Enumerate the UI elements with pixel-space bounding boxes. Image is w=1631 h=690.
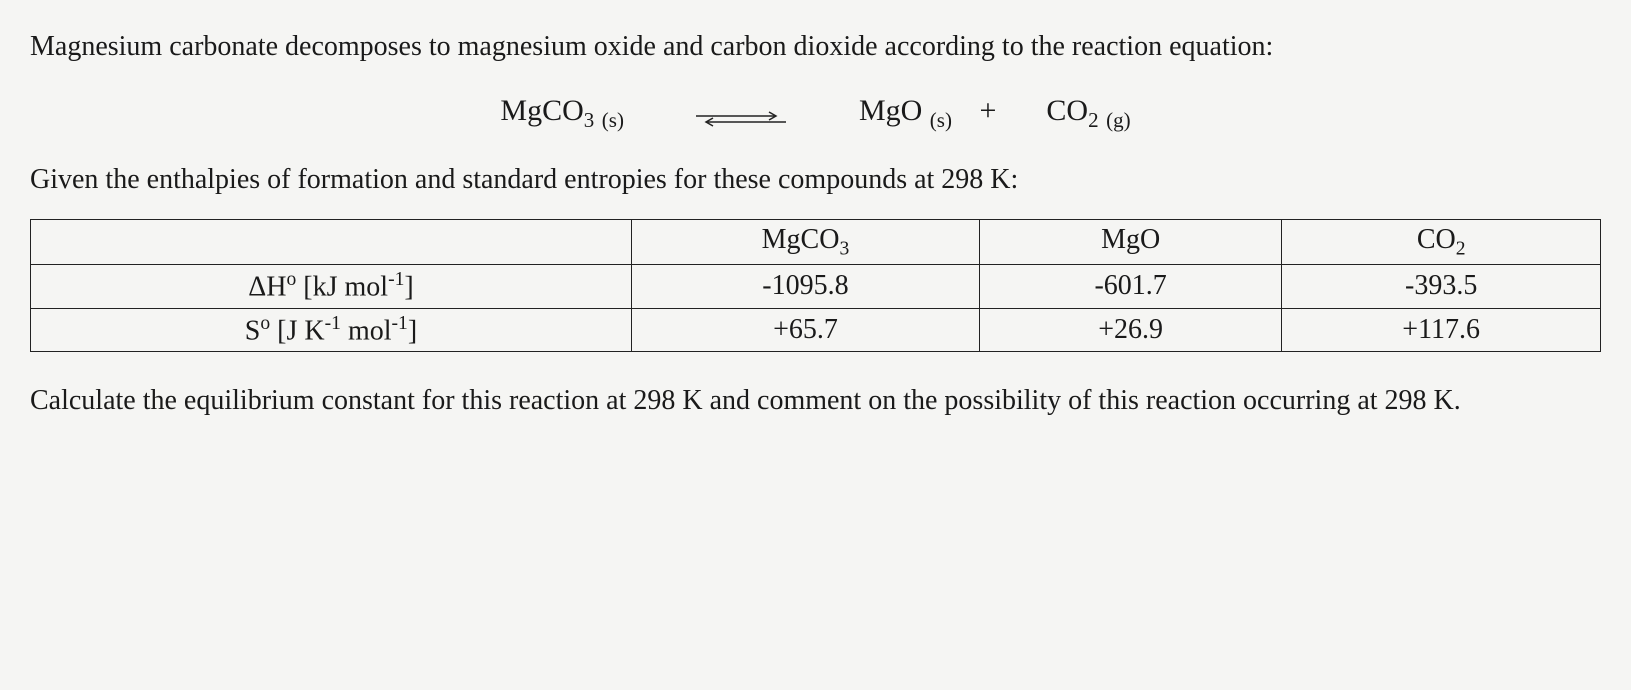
col-header-mgo: MgO xyxy=(979,219,1281,265)
label-tail: ] xyxy=(408,315,417,346)
formula-text: MgCO xyxy=(500,94,583,127)
label-exp: -1 xyxy=(388,269,404,290)
equilibrium-arrow-icon xyxy=(691,103,791,123)
label-exp2: -1 xyxy=(392,313,408,334)
col-sub: 3 xyxy=(839,238,849,259)
formula-sub: 2 xyxy=(1088,108,1099,132)
given-paragraph: Given the enthalpies of formation and st… xyxy=(30,161,1601,199)
intro-paragraph: Magnesium carbonate decomposes to magnes… xyxy=(30,28,1601,66)
phase-label: (s) xyxy=(602,108,624,132)
formula-text: CO xyxy=(1046,94,1088,127)
label-sup: o xyxy=(286,269,296,290)
label-tail: ] xyxy=(404,272,413,303)
product-mgo: MgO (s) xyxy=(859,94,952,133)
label-pre: S xyxy=(245,315,261,346)
reactant-mgco3: MgCO3 (s) xyxy=(500,94,624,133)
thermo-data-table: MgCO3 MgO CO2 ΔHo [kJ mol-1] -1095.8 -60… xyxy=(30,219,1601,352)
label-post: [J K xyxy=(270,315,324,346)
cell-value: -393.5 xyxy=(1282,265,1601,308)
col-base: CO xyxy=(1417,224,1456,255)
cell-value: +65.7 xyxy=(631,308,979,351)
col-base: MgO xyxy=(1101,224,1160,255)
reaction-equation: MgCO3 (s) MgO (s) + CO2 (g) xyxy=(30,94,1601,133)
row-label-entropy: So [J K-1 mol-1] xyxy=(31,308,632,351)
product-co2: CO2 (g) xyxy=(1046,94,1130,133)
phase-label: (s) xyxy=(930,108,952,132)
row-label-enthalpy: ΔHo [kJ mol-1] xyxy=(31,265,632,308)
plus-sign: + xyxy=(979,94,996,127)
col-base: MgCO xyxy=(762,224,840,255)
phase-label: (g) xyxy=(1106,108,1131,132)
label-post: [kJ mol xyxy=(296,272,388,303)
label-pre: ΔH xyxy=(248,272,286,303)
label-mid: mol xyxy=(341,315,392,346)
label-exp: -1 xyxy=(325,313,341,334)
cell-value: -601.7 xyxy=(979,265,1281,308)
cell-value: +26.9 xyxy=(979,308,1281,351)
table-row: So [J K-1 mol-1] +65.7 +26.9 +117.6 xyxy=(31,308,1601,351)
empty-header-cell xyxy=(31,219,632,265)
formula-sub: 3 xyxy=(584,108,595,132)
col-sub: 2 xyxy=(1456,238,1466,259)
label-sup: o xyxy=(260,313,270,334)
cell-value: +117.6 xyxy=(1282,308,1601,351)
table-row: ΔHo [kJ mol-1] -1095.8 -601.7 -393.5 xyxy=(31,265,1601,308)
question-paragraph: Calculate the equilibrium constant for t… xyxy=(30,382,1601,420)
table-header-row: MgCO3 MgO CO2 xyxy=(31,219,1601,265)
col-header-mgco3: MgCO3 xyxy=(631,219,979,265)
col-header-co2: CO2 xyxy=(1282,219,1601,265)
formula-text: MgO xyxy=(859,94,922,127)
cell-value: -1095.8 xyxy=(631,265,979,308)
